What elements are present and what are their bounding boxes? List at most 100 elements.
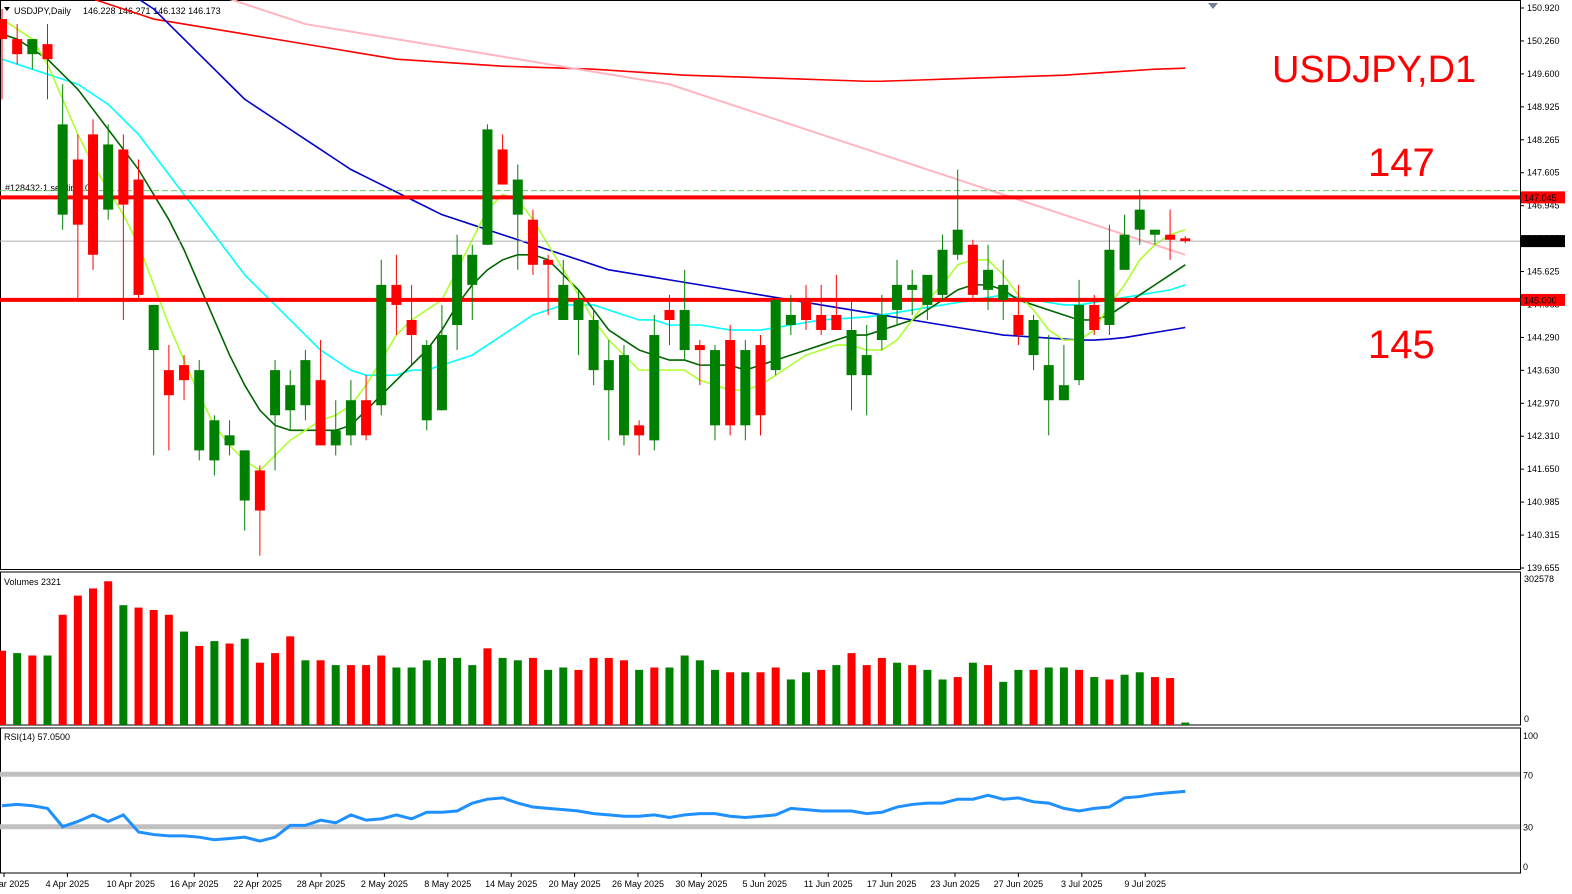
volume-bar: [893, 662, 902, 725]
price-tag-label: 145.000: [1524, 295, 1557, 305]
price-tag-label: 146.173: [1524, 237, 1557, 247]
volume-bar: [89, 588, 98, 725]
price-tick-label: 142.970: [1527, 398, 1560, 408]
volume-bar: [968, 662, 977, 725]
candle: [634, 420, 645, 456]
volume-bar: [862, 665, 871, 725]
volume-bar: [574, 669, 583, 725]
volume-bar: [1014, 669, 1023, 725]
volume-bar: [1029, 669, 1038, 725]
date-tick-label: 26 May 2025: [612, 879, 664, 889]
rsi-panel-frame: [0, 727, 1521, 874]
volume-bar: [392, 667, 401, 725]
volume-bar: [0, 650, 6, 725]
candle: [72, 134, 83, 300]
price-tag-label: 147.045: [1524, 193, 1557, 203]
candle: [1089, 294, 1100, 336]
date-tick-label: 4 Apr 2025: [46, 879, 90, 889]
candle: [285, 370, 296, 431]
volume-bar: [468, 665, 477, 725]
volume-bar: [180, 631, 189, 725]
volume-bar: [286, 636, 295, 725]
moving-average-line: [93, 0, 1186, 83]
volume-bar: [802, 672, 811, 725]
volume-bar: [437, 657, 446, 725]
candle: [831, 274, 842, 331]
candle: [770, 299, 781, 376]
candle: [88, 119, 99, 270]
date-tick-label: 3 Jul 2025: [1061, 879, 1103, 889]
candle: [254, 465, 265, 556]
candle: [179, 355, 190, 401]
volume-bars: [0, 581, 1190, 725]
price-tick-label: 148.265: [1527, 135, 1560, 145]
candle: [467, 244, 478, 320]
volume-bar: [1135, 672, 1144, 725]
price-tick-label: 141.650: [1527, 464, 1560, 474]
volume-bar: [984, 665, 993, 725]
candle: [406, 284, 417, 366]
rsi-tick-label: 100: [1523, 731, 1538, 741]
volume-bar: [1120, 674, 1129, 725]
volume-bar: [999, 681, 1008, 725]
volume-bar: [756, 672, 765, 725]
candle: [922, 274, 933, 320]
candles: [0, 9, 1191, 556]
volume-bar: [422, 660, 431, 725]
candle: [315, 340, 326, 446]
candle: [543, 254, 554, 315]
volume-bar: [377, 655, 386, 725]
volume-bar: [619, 660, 628, 725]
date-tick-label: 14 May 2025: [485, 879, 537, 889]
rsi-tick-label: 70: [1523, 770, 1533, 780]
candle: [846, 299, 857, 411]
candle: [892, 259, 903, 325]
candle: [497, 134, 508, 185]
volume-bar: [407, 667, 416, 725]
volume-bar: [665, 667, 674, 725]
candle: [1149, 229, 1160, 245]
chart-menu-arrow-icon[interactable]: [4, 7, 10, 11]
date-tick-label: 30 May 2025: [675, 879, 727, 889]
candle: [270, 360, 281, 471]
volume-bar: [786, 679, 795, 725]
candle: [361, 375, 372, 441]
volume-bar: [301, 660, 310, 725]
price-tag: [1521, 293, 1565, 306]
candle: [345, 380, 356, 446]
candle: [876, 294, 887, 351]
date-tick-label: 10 Apr 2025: [107, 879, 156, 889]
candle: [436, 304, 447, 411]
candle: [1134, 189, 1145, 245]
volume-bar: [28, 655, 37, 725]
volume-bar: [362, 665, 371, 725]
price-tick-label: 149.600: [1527, 69, 1560, 79]
volume-bar: [164, 614, 173, 725]
candle: [300, 350, 311, 421]
candle: [740, 340, 751, 441]
candle: [709, 345, 720, 441]
candle: [482, 124, 493, 245]
volume-bar: [13, 653, 22, 725]
price-tick-label: 150.920: [1527, 3, 1560, 13]
date-tick-label: 8 May 2025: [424, 879, 471, 889]
price-tick-label: 145.625: [1527, 267, 1560, 277]
candle: [907, 269, 918, 315]
main-panel-frame: [0, 0, 1521, 570]
date-tick-label: 20 May 2025: [549, 879, 601, 889]
candle: [588, 309, 599, 386]
volume-bar: [73, 595, 82, 725]
price-tick-label: 142.310: [1527, 431, 1560, 441]
candle: [816, 284, 827, 336]
date-tick-label: 27 Jun 2025: [994, 879, 1044, 889]
chart-shift-marker[interactable]: [1208, 3, 1218, 9]
candle: [1043, 335, 1054, 436]
volume-bar: [195, 645, 204, 725]
candle: [1165, 209, 1176, 260]
date-tick-label: 5 Jun 2025: [743, 879, 788, 889]
volume-bar: [1105, 679, 1114, 725]
volume-bar: [1150, 677, 1159, 725]
